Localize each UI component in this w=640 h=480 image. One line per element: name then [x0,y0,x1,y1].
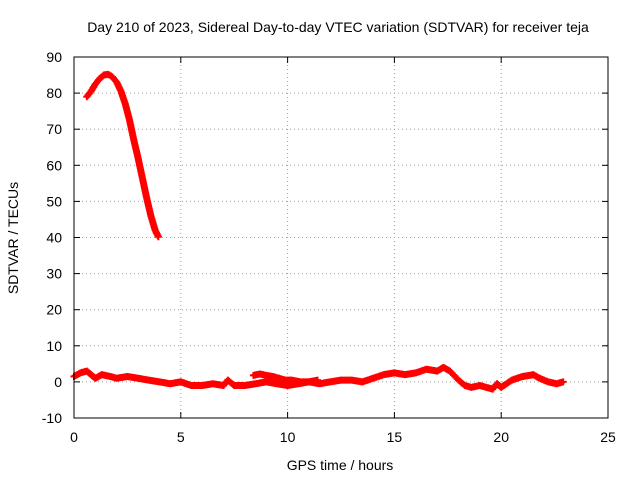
y-tick-label: 90 [46,49,62,65]
series-arc-3 [249,370,322,386]
y-axis-label: SDTVAR / TECUs [5,182,21,294]
x-tick-label: 10 [280,429,296,445]
y-tick-label: 80 [46,85,62,101]
axis-ticks: 0 5 10 15 20 25 -10 0 10 20 30 40 50 60 70 80 90 [42,49,616,445]
data-series [70,70,567,393]
y-tick-label: 70 [46,121,62,137]
y-tick-label: 60 [46,157,62,173]
series-arc-2 [70,363,567,393]
x-axis-label: GPS time / hours [287,457,394,473]
y-tick-label: -10 [42,410,62,426]
series-arc-1 [83,70,162,241]
x-tick-label: 5 [177,429,185,445]
y-tick-label: 10 [46,338,62,354]
y-tick-label: 40 [46,230,62,246]
x-tick-label: 25 [600,429,616,445]
data-point [314,376,322,384]
chart-title: Day 210 of 2023, Sidereal Day-to-day VTE… [87,19,589,35]
data-point [154,233,162,241]
data-point [559,378,567,386]
y-tick-label: 20 [46,302,62,318]
y-tick-label: 30 [46,266,62,282]
x-tick-label: 0 [70,429,78,445]
y-tick-label: 0 [54,374,62,390]
x-tick-label: 15 [387,429,403,445]
y-tick-label: 50 [46,193,62,209]
x-tick-label: 20 [493,429,509,445]
